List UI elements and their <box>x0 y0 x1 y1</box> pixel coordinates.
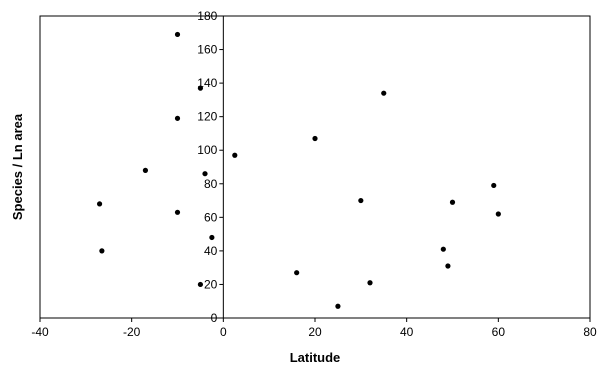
data-point <box>202 171 208 177</box>
y-tick-label: 120 <box>197 110 217 124</box>
y-tick-label: 160 <box>197 43 217 57</box>
data-point <box>445 263 451 269</box>
y-tick-label: 100 <box>197 143 217 157</box>
plot-frame <box>39 15 591 319</box>
x-tick-label: -40 <box>31 325 49 339</box>
x-tick-label: 80 <box>583 325 597 339</box>
x-axis-title: Latitude <box>290 350 341 365</box>
data-point <box>96 201 103 207</box>
x-tick-label: -20 <box>123 325 141 339</box>
data-point <box>367 280 373 286</box>
data-point <box>99 248 105 254</box>
data-point <box>232 152 238 158</box>
data-point <box>142 167 149 173</box>
x-tick-label: 60 <box>492 325 506 339</box>
data-point <box>381 90 387 96</box>
data-point <box>440 246 446 252</box>
data-point <box>209 234 215 241</box>
data-point <box>335 303 341 309</box>
data-points <box>96 31 501 309</box>
data-point <box>358 197 364 204</box>
data-point <box>197 281 204 288</box>
data-point <box>449 199 456 205</box>
data-point <box>491 182 497 189</box>
y-axis-title: Species / Ln area <box>10 113 25 220</box>
data-point <box>197 85 204 91</box>
data-point <box>174 115 181 121</box>
x-tick-label: 20 <box>308 325 322 339</box>
y-tick-label: 20 <box>204 277 218 291</box>
y-tick-label: 180 <box>197 9 217 23</box>
y-tick-label: 60 <box>204 210 218 224</box>
y-tick-label: 80 <box>204 177 218 191</box>
y-tick-label: 40 <box>204 244 218 258</box>
data-point <box>174 209 181 215</box>
x-tick-label: 40 <box>400 325 414 339</box>
data-point <box>294 270 300 276</box>
axes <box>39 15 591 322</box>
y-tick-label: 0 <box>211 311 218 325</box>
data-point <box>312 135 318 142</box>
x-tick-label: 0 <box>220 325 227 339</box>
data-point <box>174 31 181 38</box>
data-point <box>495 211 501 217</box>
